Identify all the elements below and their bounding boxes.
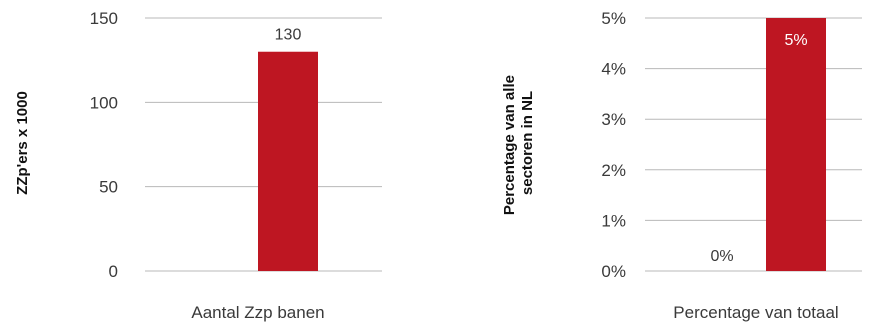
y-tick-label: 100 <box>90 93 118 112</box>
y-tick-label: 5% <box>601 9 626 28</box>
data-labels: 0% 5% <box>710 32 807 265</box>
y-tick-labels: 0 50 100 150 <box>90 9 118 281</box>
bars <box>258 51 318 271</box>
data-label: 5% <box>784 32 807 49</box>
y-tick-labels: 0% 1% 2% 3% 4% 5% <box>601 9 626 281</box>
y-axis-label: ZZp'ers x 1000 <box>14 91 31 195</box>
x-axis-label: Aantal Zzp banen <box>191 303 324 322</box>
chart-zzp-count: 0 50 100 150 130 ZZp'ers x 1000 Aantal Zzp … <box>14 9 382 322</box>
chart-sector-percentage: 0% 1% 2% 3% 4% 5% 0% 5% Percentage van alle se… <box>501 9 862 322</box>
y-tick-label: 150 <box>90 9 118 28</box>
y-axis-label-line-2: sectoren in NL <box>519 91 536 195</box>
y-tick-label: 0% <box>601 262 626 281</box>
y-tick-label: 2% <box>601 161 626 180</box>
y-tick-label: 1% <box>601 211 626 230</box>
y-axis-label: Percentage van alle sectoren in NL <box>501 71 536 215</box>
x-axis-label: Percentage van totaal <box>673 303 838 322</box>
y-tick-label: 4% <box>601 60 626 79</box>
data-labels: 130 <box>275 27 302 44</box>
data-label: 130 <box>275 27 302 44</box>
data-label: 0% <box>710 248 733 265</box>
bars <box>766 18 826 271</box>
bar <box>258 51 318 271</box>
y-tick-label: 3% <box>601 110 626 129</box>
bar <box>766 18 826 271</box>
y-tick-label: 50 <box>99 178 118 197</box>
y-gridlines <box>645 17 862 272</box>
y-tick-label: 0 <box>109 262 118 281</box>
y-axis-label-line-1: Percentage van alle <box>501 75 518 215</box>
